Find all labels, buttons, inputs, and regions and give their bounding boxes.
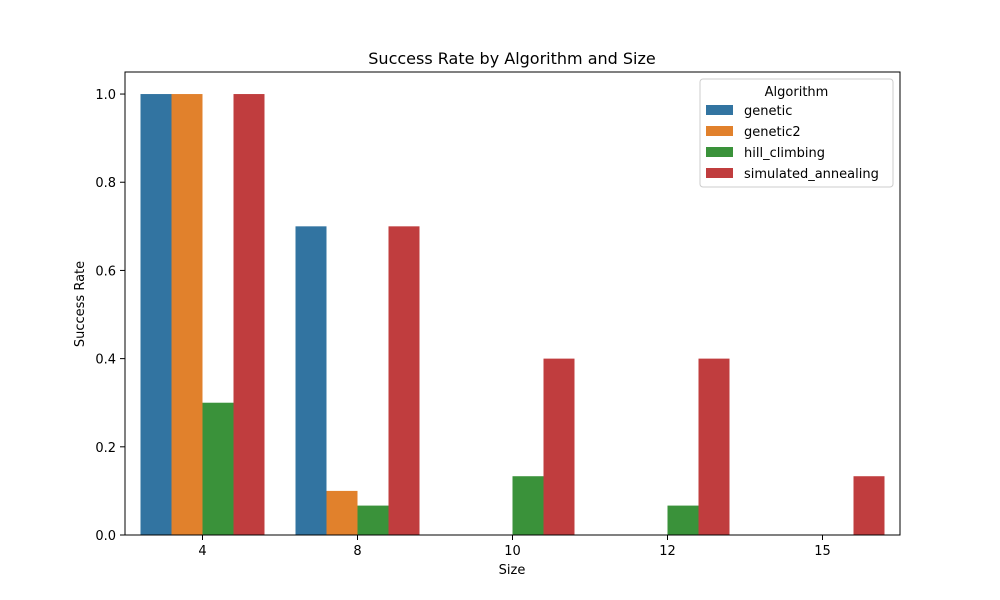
legend-label-genetic: genetic	[744, 104, 792, 119]
y-axis-title: Success Rate	[73, 261, 88, 347]
legend-label-simulated_annealing: simulated_annealing	[744, 167, 879, 182]
axes-group: 4 8 10 12 15 0.0 0.2 0.4 0.6 0.8 1.0	[95, 71, 901, 559]
legend-swatch-hill_climbing	[706, 147, 733, 157]
legend-swatch-genetic	[706, 105, 733, 115]
bar-simulated_annealing-8	[388, 226, 420, 536]
legend-swatch-simulated_annealing	[706, 168, 733, 178]
x-axis-title: Size	[499, 563, 526, 578]
x-tick-label: 4	[198, 544, 206, 559]
legend-label-hill_climbing: hill_climbing	[744, 146, 825, 161]
bars-group	[140, 94, 885, 536]
chart-title: Success Rate by Algorithm and Size	[368, 49, 655, 68]
y-tick-label: 0.0	[95, 529, 116, 544]
legend: Algorithm genetic genetic2 hill_climbingsim…	[699, 78, 894, 188]
legend-title: Algorithm	[765, 85, 829, 100]
legend-label-genetic2: genetic2	[744, 125, 801, 140]
x-tick-label: 15	[814, 544, 831, 559]
y-tick-label: 1.0	[95, 88, 116, 103]
bar-simulated_annealing-12	[698, 358, 730, 535]
x-tick-label: 10	[504, 544, 521, 559]
bar-genetic2-8	[326, 490, 358, 535]
y-tick-label: 0.8	[95, 176, 116, 191]
bar-genetic-4	[140, 94, 172, 536]
bar-simulated_annealing-15	[853, 476, 885, 535]
bar-hill_climbing-10	[512, 476, 544, 535]
bar-genetic2-4	[171, 94, 203, 536]
y-tick-label: 0.2	[95, 441, 116, 456]
x-tick-label: 12	[659, 544, 676, 559]
y-tick-label: 0.4	[95, 353, 116, 368]
x-tick-label: 8	[353, 544, 361, 559]
bar-simulated_annealing-10	[543, 358, 575, 535]
y-tick-label: 0.6	[95, 264, 116, 279]
bar-hill_climbing-12	[667, 505, 699, 535]
legend-box	[699, 78, 894, 188]
bar-simulated_annealing-4	[233, 94, 265, 536]
legend-swatch-genetic2	[706, 126, 733, 136]
bar-genetic-8	[295, 226, 327, 536]
bar-hill_climbing-8	[357, 505, 389, 535]
bar-hill_climbing-4	[202, 402, 234, 535]
